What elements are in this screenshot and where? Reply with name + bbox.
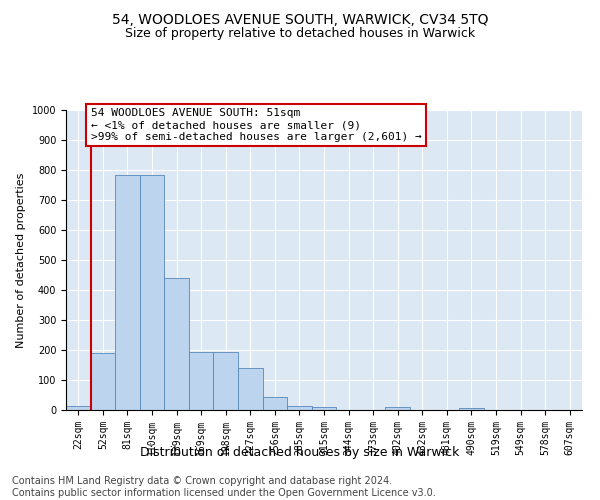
Text: 54 WOODLOES AVENUE SOUTH: 51sqm
← <1% of detached houses are smaller (9)
>99% of: 54 WOODLOES AVENUE SOUTH: 51sqm ← <1% of…: [91, 108, 421, 142]
Bar: [140, 174, 164, 410]
Bar: [312, 407, 336, 410]
Bar: [189, 352, 214, 410]
Bar: [214, 352, 238, 410]
Bar: [287, 406, 312, 410]
Bar: [238, 368, 263, 410]
Text: Distribution of detached houses by size in Warwick: Distribution of detached houses by size …: [140, 446, 460, 459]
Bar: [66, 406, 91, 410]
Bar: [115, 174, 140, 410]
Text: 54, WOODLOES AVENUE SOUTH, WARWICK, CV34 5TQ: 54, WOODLOES AVENUE SOUTH, WARWICK, CV34…: [112, 12, 488, 26]
Bar: [91, 353, 115, 410]
Bar: [164, 278, 189, 410]
Bar: [459, 408, 484, 410]
Bar: [263, 396, 287, 410]
Bar: [385, 407, 410, 410]
Y-axis label: Number of detached properties: Number of detached properties: [16, 172, 26, 348]
Text: Size of property relative to detached houses in Warwick: Size of property relative to detached ho…: [125, 28, 475, 40]
Text: Contains HM Land Registry data © Crown copyright and database right 2024.
Contai: Contains HM Land Registry data © Crown c…: [12, 476, 436, 498]
